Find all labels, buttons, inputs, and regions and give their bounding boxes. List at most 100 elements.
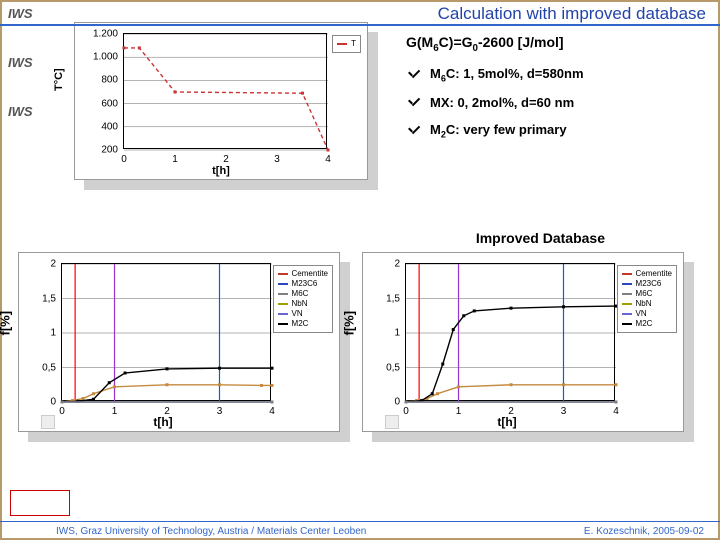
check-icon [406,94,424,112]
small-red-footnote [10,490,70,516]
legend-swatch [278,313,288,315]
legend-item: M23C6 [278,279,328,288]
ytick: 1,5 [386,293,400,304]
xtick: 2 [164,406,170,417]
ytick: 0 [50,397,56,408]
legend-label: M2C [636,319,653,328]
br-legend: CementiteM23C6M6CNbNVNM2C [617,265,677,333]
xtick: 4 [269,406,275,417]
legend-item: Cementite [278,269,328,278]
bottom-left-chart: f[%] t[h] 00,511,5201234 CementiteM23C6M… [18,252,340,432]
ytick: 0,5 [386,362,400,373]
check-label: M2C: very few primary [430,122,567,140]
legend-swatch [337,43,347,45]
page-title: Calculation with improved database [438,4,706,24]
bl-legend: CementiteM23C6M6CNbNVNM2C [273,265,333,333]
ytick: 1.000 [93,52,118,63]
xtick: 1 [172,154,178,165]
legend-item: NbN [278,299,328,308]
ytick: 0 [394,397,400,408]
top-chart-legend: T [332,35,361,53]
legend-label: M6C [292,289,309,298]
br-axes: 00,511,5201234 [405,263,615,401]
check-row: MX: 0, 2mol%, d=60 nm [406,94,706,112]
xtick: 2 [223,154,229,165]
xtick: 1 [112,406,118,417]
top-chart-xlabel: t[h] [212,165,230,177]
legend-swatch [278,323,288,325]
legend-swatch [622,273,632,275]
ytick: 400 [101,121,118,132]
legend-item: T [337,39,356,48]
check-icon [406,122,424,140]
ytick: 1.200 [93,29,118,40]
checklist: G(M6C)=G0-2600 [J/mol] M6C: 1, 5mol%, d=… [406,34,706,150]
ytick: 800 [101,75,118,86]
xtick: 3 [217,406,223,417]
legend-swatch [622,293,632,295]
chart-icon [41,415,55,429]
check-label: MX: 0, 2mol%, d=60 nm [430,95,574,110]
legend-swatch [622,313,632,315]
sidebar-iws: IWSIWSIWS [8,6,58,153]
ytick: 1 [50,328,56,339]
legend-item: VN [622,309,672,318]
legend-swatch [622,303,632,305]
legend-label: Cementite [292,269,328,278]
ytick: 1 [394,328,400,339]
footer-right: E. Kozeschnik, 2005-09-02 [584,526,704,537]
xtick: 3 [274,154,280,165]
chart-icon [385,415,399,429]
ytick: 0,5 [42,362,56,373]
iws-tag: IWS [8,55,58,70]
ytick: 2 [50,259,56,270]
legend-item: NbN [622,299,672,308]
legend-label: NbN [292,299,308,308]
legend-label: VN [636,309,647,318]
br-ylabel: f[%] [342,311,357,336]
top-chart: T°C] t[h] 2004006008001.0001.20001234 T [74,22,368,180]
improved-db-label: Improved Database [476,230,605,246]
legend-swatch [278,293,288,295]
legend-item: M2C [278,319,328,328]
ytick: 2 [394,259,400,270]
check-icon [406,66,424,84]
xtick: 0 [59,406,65,417]
legend-item: VN [278,309,328,318]
legend-swatch [278,283,288,285]
xtick: 4 [325,154,331,165]
xtick: 1 [456,406,462,417]
legend-item: M2C [622,319,672,328]
bl-xlabel: t[h] [153,415,172,429]
legend-label: NbN [636,299,652,308]
footer: IWS, Graz University of Technology, Aust… [0,522,720,540]
legend-item: M6C [622,289,672,298]
xtick: 2 [508,406,514,417]
bottom-right-chart: f[%] t[h] 00,511,5201234 CementiteM23C6M… [362,252,684,432]
legend-label: VN [292,309,303,318]
top-chart-axes: 2004006008001.0001.20001234 [123,33,327,149]
xtick: 3 [561,406,567,417]
legend-item: M6C [278,289,328,298]
iws-tag: IWS [8,104,58,119]
legend-swatch [278,303,288,305]
legend-label: M23C6 [636,279,662,288]
br-xlabel: t[h] [497,415,516,429]
legend-label: M6C [636,289,653,298]
legend-swatch [622,283,632,285]
footer-left: IWS, Graz University of Technology, Aust… [56,526,366,537]
legend-label: M23C6 [292,279,318,288]
check-row: M2C: very few primary [406,122,706,140]
legend-swatch [278,273,288,275]
top-chart-ylabel: T°C] [53,68,65,91]
legend-item: M23C6 [622,279,672,288]
bl-axes: 00,511,5201234 [61,263,271,401]
ytick: 200 [101,145,118,156]
check-row: M6C: 1, 5mol%, d=580nm [406,66,706,84]
legend-label: M2C [292,319,309,328]
ytick: 600 [101,98,118,109]
xtick: 4 [613,406,619,417]
legend-swatch [622,323,632,325]
xtick: 0 [121,154,127,165]
bl-ylabel: f[%] [0,311,13,336]
